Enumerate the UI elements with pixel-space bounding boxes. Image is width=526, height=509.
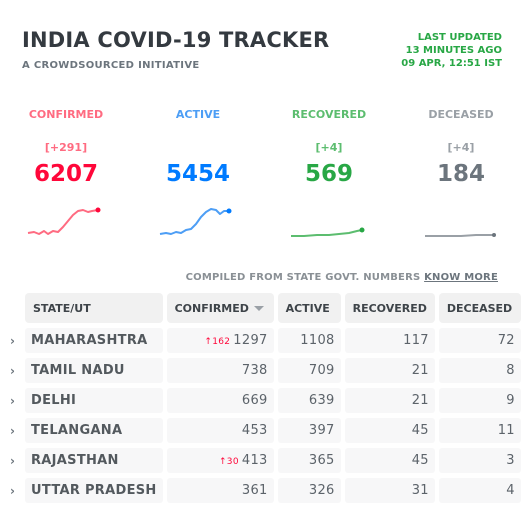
last-updated: LAST UPDATED 13 MINUTES AGO 09 APR, 12:5… <box>401 31 502 70</box>
recovered-cell: 117 <box>344 328 435 353</box>
state-name: DELHI <box>25 388 163 413</box>
confirmed-cell: 453 <box>166 418 274 443</box>
confirmed-value: 6207 <box>33 161 98 187</box>
active-stat: ACTIVE 5454 <box>143 108 253 239</box>
expand-row-icon[interactable]: › <box>10 364 15 378</box>
active-cell: 326 <box>277 478 341 503</box>
confirmed-delta-badge: ↑30 <box>218 457 239 467</box>
active-cell: 709 <box>277 358 341 383</box>
deceased-delta: [+4] <box>447 141 475 154</box>
last-updated-label: LAST UPDATED <box>417 32 502 43</box>
states-table: STATE/UT CONFIRMED ACTIVE RECOVERED DECE… <box>21 288 525 508</box>
active-cell: 397 <box>277 418 341 443</box>
expand-row-icon[interactable]: › <box>10 394 15 408</box>
state-name: RAJASTHAN <box>25 448 163 473</box>
recovered-delta: [+4] <box>315 141 343 154</box>
recovered-cell: 45 <box>344 448 435 473</box>
recovered-cell: 21 <box>344 358 435 383</box>
table-row[interactable]: DELHI 669 639 21 9 <box>25 388 521 413</box>
recovered-cell: 21 <box>344 388 435 413</box>
compiled-text: COMPILED FROM STATE GOVT. NUMBERS <box>185 272 421 283</box>
page-title: INDIA COVID-19 TRACKER <box>22 28 330 52</box>
confirmed-delta: [+291] <box>44 141 88 154</box>
header-recovered[interactable]: RECOVERED <box>344 293 435 323</box>
table-row[interactable]: MAHARASHTRA ↑162 1297 1108 117 72 <box>25 328 521 353</box>
deceased-label: DECEASED <box>428 108 494 121</box>
confirmed-cell: 738 <box>166 358 274 383</box>
state-name: TAMIL NADU <box>25 358 163 383</box>
deceased-value: 184 <box>436 161 485 187</box>
recovered-sparkline <box>291 227 365 237</box>
table-row[interactable]: TAMIL NADU 738 709 21 8 <box>25 358 521 383</box>
header-deceased[interactable]: DECEASED <box>438 293 521 323</box>
confirmed-count: 669 <box>241 393 268 408</box>
deceased-cell: 72 <box>438 328 521 353</box>
confirmed-sparkline <box>27 207 101 235</box>
confirmed-count: 361 <box>241 483 268 498</box>
active-label: ACTIVE <box>175 108 221 121</box>
recovered-cell: 31 <box>344 478 435 503</box>
state-name: MAHARASHTRA <box>25 328 163 353</box>
state-name: UTTAR PRADESH <box>25 478 163 503</box>
header-state[interactable]: STATE/UT <box>25 293 163 323</box>
recovered-stat: RECOVERED [+4] 569 <box>274 108 384 239</box>
deceased-stat: DECEASED [+4] 184 <box>406 108 516 239</box>
recovered-cell: 45 <box>344 418 435 443</box>
know-more-link[interactable]: KNOW MORE <box>424 272 498 283</box>
confirmed-count: 1297 <box>233 333 268 348</box>
expand-row-icon[interactable]: › <box>10 454 15 468</box>
deceased-cell: 8 <box>438 358 521 383</box>
last-updated-time: 09 APR, 12:51 IST <box>401 58 502 69</box>
deceased-cell: 3 <box>438 448 521 473</box>
active-sparkline <box>159 208 232 235</box>
sort-arrow-icon <box>253 306 264 311</box>
confirmed-count: 413 <box>241 453 268 468</box>
last-updated-relative: 13 MINUTES AGO <box>405 45 502 56</box>
confirmed-count: 738 <box>241 363 268 378</box>
expand-row-icon[interactable]: › <box>10 334 15 348</box>
header-confirmed[interactable]: CONFIRMED <box>166 293 274 323</box>
header-confirmed-label: CONFIRMED <box>174 301 249 315</box>
page-subtitle: A CROWDSOURCED INITIATIVE <box>22 60 200 71</box>
compiled-note: COMPILED FROM STATE GOVT. NUMBERS KNOW M… <box>186 272 498 283</box>
deceased-sparkline <box>425 233 496 237</box>
active-delta <box>143 141 253 157</box>
table-row[interactable]: TELANGANA 453 397 45 11 <box>25 418 521 443</box>
active-cell: 365 <box>277 448 341 473</box>
confirmed-cell: 669 <box>166 388 274 413</box>
header-active[interactable]: ACTIVE <box>277 293 341 323</box>
active-value: 5454 <box>165 161 230 187</box>
table-row[interactable]: RAJASTHAN ↑30 413 365 45 3 <box>25 448 521 473</box>
recovered-label: RECOVERED <box>291 108 367 121</box>
table-row[interactable]: UTTAR PRADESH 361 326 31 4 <box>25 478 521 503</box>
confirmed-delta-badge: ↑162 <box>204 337 231 347</box>
state-name: TELANGANA <box>25 418 163 443</box>
deceased-cell: 9 <box>438 388 521 413</box>
expand-row-icon[interactable]: › <box>10 424 15 438</box>
confirmed-label: CONFIRMED <box>28 108 104 121</box>
confirmed-cell: ↑162 1297 <box>166 328 274 353</box>
expand-row-icon[interactable]: › <box>10 484 15 498</box>
recovered-value: 569 <box>304 161 353 187</box>
deceased-cell: 4 <box>438 478 521 503</box>
confirmed-cell: ↑30 413 <box>166 448 274 473</box>
active-cell: 1108 <box>277 328 341 353</box>
deceased-cell: 11 <box>438 418 521 443</box>
confirmed-count: 453 <box>241 423 268 438</box>
confirmed-cell: 361 <box>166 478 274 503</box>
confirmed-stat: CONFIRMED [+291] 6207 <box>11 108 121 239</box>
active-cell: 639 <box>277 388 341 413</box>
